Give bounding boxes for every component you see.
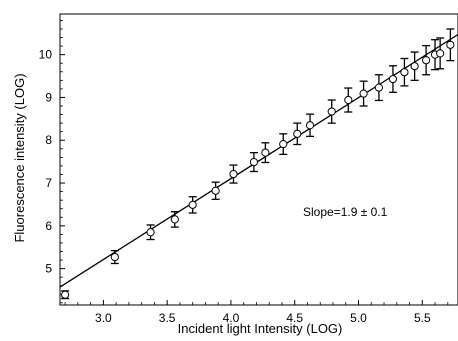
data-point [189,197,197,213]
plot-frame [60,14,458,305]
slope-annotation: Slope=1.9 ± 0.1 [303,205,388,219]
point-marker [437,50,444,57]
x-tick-label: 5.0 [350,311,367,325]
point-marker [280,140,287,147]
data-point [400,59,408,86]
data-point [293,123,301,144]
point-marker [111,253,118,260]
y-tick-label: 9 [45,90,52,104]
point-marker [147,229,154,236]
point-marker [423,57,430,64]
point-marker [62,291,69,298]
point-marker [189,201,196,208]
y-axis-ticks: 5 6 7 8 9 10 [39,20,65,302]
point-marker [306,122,313,129]
point-marker [360,90,367,97]
data-point [250,153,258,172]
data-point [212,182,220,199]
x-tick-label: 3.0 [95,311,112,325]
data-point [389,66,397,93]
point-marker [375,84,382,91]
data-points [61,29,454,299]
data-point [261,143,269,163]
data-point [360,81,368,106]
point-marker [345,96,352,103]
y-tick-label: 5 [45,262,52,276]
x-tick-label: 3.5 [159,311,176,325]
point-marker [262,149,269,156]
point-marker [250,158,257,165]
data-point [328,100,336,123]
point-marker [294,130,301,137]
data-point [344,88,352,112]
point-marker [389,75,396,82]
data-point [306,114,314,136]
point-marker [447,41,454,48]
data-point [375,75,383,101]
data-point [111,251,119,264]
y-tick-label: 7 [45,176,52,190]
point-marker [401,69,408,76]
data-point [411,52,419,80]
data-point [436,38,444,69]
data-point [446,29,454,61]
y-tick-label: 8 [45,133,52,147]
point-marker [328,108,335,115]
data-point [171,212,179,227]
data-point [422,46,430,75]
y-tick-label: 6 [45,219,52,233]
point-marker [171,216,178,223]
fit-line [60,35,458,287]
data-point [229,165,237,183]
x-tick-label: 5.5 [414,311,431,325]
data-point [279,134,287,155]
point-marker [212,187,219,194]
y-tick-label: 10 [39,48,53,62]
x-axis-label: Incident light Intensity (LOG) [178,321,343,336]
point-marker [230,170,237,177]
y-axis-label: Fluorescence intensity (LOG) [12,73,27,242]
data-point [61,291,69,299]
point-marker [411,63,418,70]
